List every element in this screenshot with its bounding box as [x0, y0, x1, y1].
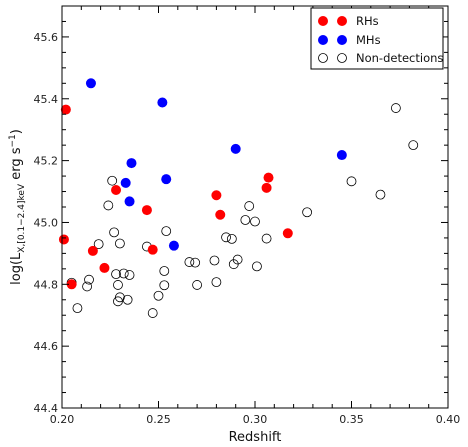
y-tick-label: 45.6 [34, 31, 59, 44]
point-rhs [215, 209, 226, 220]
legend-box [310, 7, 444, 70]
legend-marker-rhs [337, 16, 347, 26]
y-axis-label-close: ) [9, 129, 24, 134]
y-axis-label-units: erg s [9, 147, 24, 184]
point-non-detections [232, 254, 243, 265]
point-rhs [60, 104, 71, 115]
legend-marker-rhs [318, 16, 328, 26]
legend-marker-mhs [337, 35, 347, 45]
x-tick-label: 0.30 [243, 413, 268, 426]
point-non-detections [184, 257, 195, 267]
legend-item-non-detections: Non-detections [318, 51, 443, 65]
legend-marker-non-detections [318, 53, 328, 63]
x-tick-label: 0.25 [146, 413, 171, 426]
point-non-detections [124, 270, 135, 280]
point-non-detections [190, 257, 201, 268]
x-tick-label: 0.20 [50, 413, 75, 426]
point-non-detections [390, 103, 401, 113]
point-non-detections [250, 216, 260, 227]
point-non-detections [115, 238, 125, 249]
point-rhs [282, 228, 293, 239]
point-non-detections [226, 233, 237, 244]
x-tick-label: 0.40 [436, 413, 461, 426]
legend-item-rhs: RHs [318, 14, 379, 28]
point-non-detections [153, 290, 164, 301]
legend: RHs MHs Non-detections [310, 7, 444, 70]
y-axis-label-sub: X,[0.1−2.4]keV [17, 183, 27, 253]
point-mhs [126, 158, 137, 169]
y-axis-label-sup: −1 [8, 134, 18, 147]
point-non-detections [375, 189, 386, 200]
point-non-detections [209, 255, 220, 266]
point-non-detections [221, 232, 231, 243]
point-non-detections [111, 269, 121, 280]
point-non-detections [240, 215, 251, 225]
data-points [58, 78, 419, 318]
point-rhs [211, 190, 222, 201]
point-rhs [99, 262, 110, 273]
y-tick-label: 45.4 [34, 93, 59, 106]
y-axis-label: log(LX,[0.1−2.4]keV erg s−1) [8, 129, 27, 285]
point-mhs [161, 174, 172, 185]
point-rhs [147, 244, 158, 255]
y-tick-label: 44.4 [34, 402, 59, 415]
point-non-detections [244, 201, 255, 211]
point-non-detections [252, 261, 262, 272]
point-rhs [261, 182, 272, 193]
legend-label-non-detections: Non-detections [356, 51, 443, 65]
point-non-detections [113, 280, 123, 290]
y-tick-label: 45.2 [34, 155, 59, 168]
point-mhs [230, 143, 241, 154]
legend-label-mhs: MHs [356, 33, 381, 47]
y-tick-label: 44.8 [34, 278, 59, 291]
point-non-detections [72, 303, 83, 314]
point-non-detections [211, 277, 222, 288]
point-non-detections [82, 281, 92, 292]
point-non-detections [147, 308, 158, 318]
point-non-detections [107, 175, 118, 186]
point-non-detections [161, 226, 172, 237]
point-mhs [168, 240, 179, 251]
point-non-detections [115, 292, 125, 303]
point-non-detections [122, 294, 133, 305]
point-rhs [66, 279, 77, 290]
x-tick-label: 0.35 [339, 413, 364, 426]
legend-label-rhs: RHs [356, 14, 379, 28]
point-non-detections [261, 233, 272, 244]
point-non-detections [103, 200, 114, 211]
point-mhs [120, 177, 131, 188]
y-axis-label-main: log(L [9, 252, 24, 285]
x-axis-label: Redshift [229, 430, 282, 445]
point-non-detections [346, 176, 357, 187]
point-non-detections [118, 268, 129, 279]
point-mhs [157, 97, 168, 108]
point-non-detections [159, 280, 170, 291]
legend-marker-mhs [318, 35, 328, 45]
point-rhs [111, 184, 122, 195]
point-mhs [85, 78, 96, 89]
point-mhs [124, 196, 135, 207]
point-rhs [87, 245, 98, 256]
point-mhs [336, 150, 347, 161]
legend-marker-non-detections [337, 53, 347, 63]
point-non-detections [93, 239, 104, 250]
tick-labels: 0.20 0.25 0.30 0.35 0.40 44.4 44.6 44.8 45.0 45.2… [34, 31, 461, 426]
legend-item-mhs: MHs [318, 33, 381, 47]
point-non-detections [159, 266, 170, 276]
point-non-detections [84, 274, 94, 285]
point-non-detections [109, 227, 120, 238]
y-tick-label: 44.6 [34, 340, 59, 353]
point-rhs [58, 234, 69, 245]
point-rhs [141, 205, 152, 216]
point-non-detections [302, 207, 313, 218]
y-tick-label: 45.0 [34, 216, 59, 229]
point-rhs [263, 172, 274, 183]
point-non-detections [408, 140, 419, 151]
point-non-detections [192, 280, 203, 290]
